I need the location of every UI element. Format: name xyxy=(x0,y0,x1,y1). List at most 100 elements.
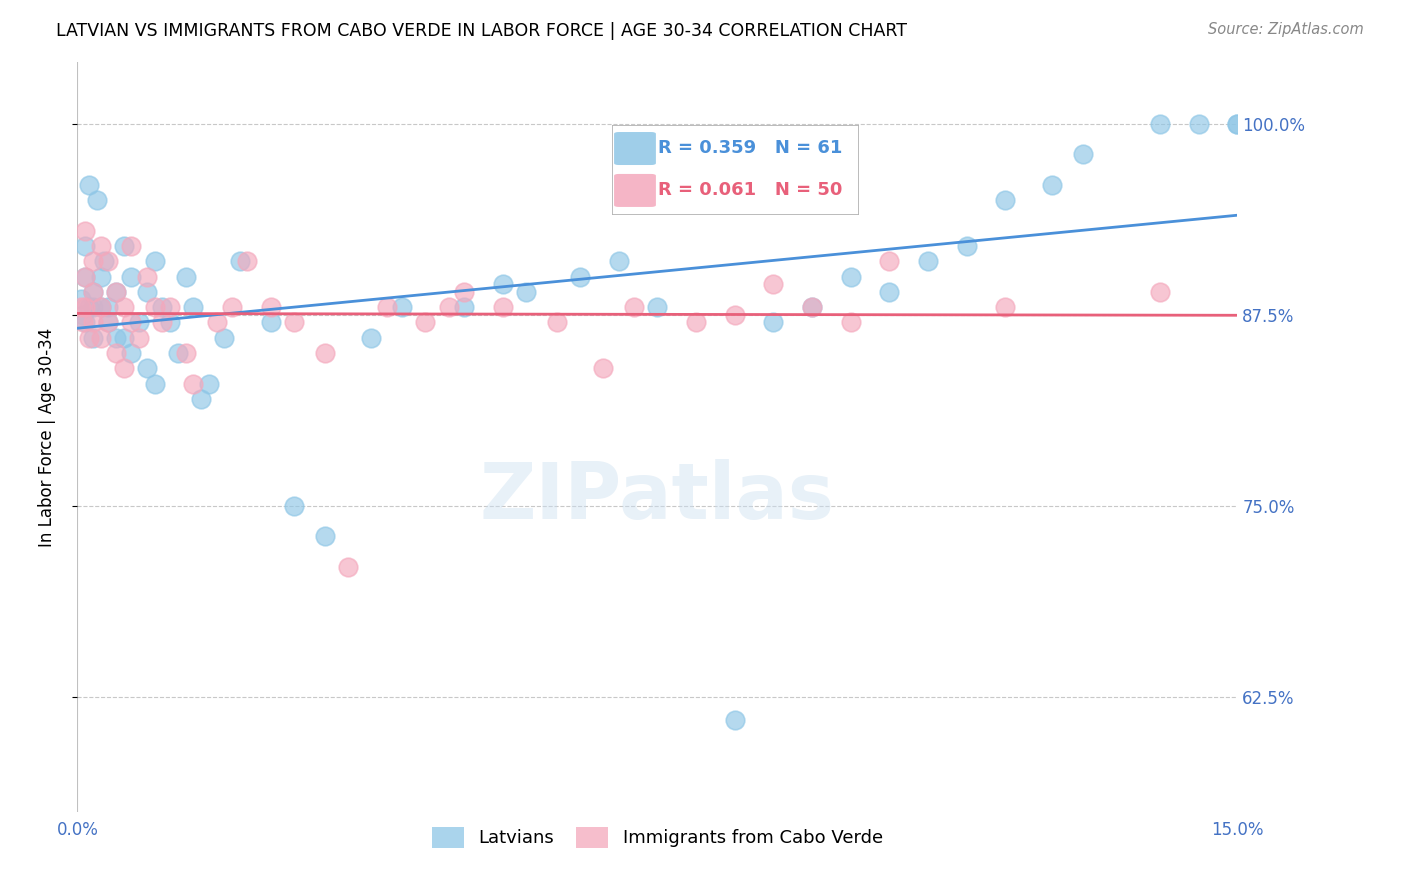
Point xyxy=(121,269,143,284)
Point xyxy=(112,361,135,376)
Point xyxy=(623,300,645,314)
Point xyxy=(159,300,181,314)
Point xyxy=(877,254,901,268)
Point xyxy=(75,224,96,238)
Point xyxy=(453,300,475,314)
Point xyxy=(994,300,1017,314)
Point xyxy=(1226,117,1249,131)
Point xyxy=(685,315,707,329)
Point xyxy=(607,254,630,268)
Point xyxy=(1187,117,1209,131)
Point xyxy=(1071,147,1094,161)
Point xyxy=(90,239,111,253)
Point xyxy=(205,315,228,329)
Point xyxy=(183,376,205,391)
Y-axis label: In Labor Force | Age 30-34: In Labor Force | Age 30-34 xyxy=(38,327,56,547)
FancyBboxPatch shape xyxy=(614,174,655,207)
Point xyxy=(801,300,824,314)
Point xyxy=(136,269,159,284)
Text: LATVIAN VS IMMIGRANTS FROM CABO VERDE IN LABOR FORCE | AGE 30-34 CORRELATION CHA: LATVIAN VS IMMIGRANTS FROM CABO VERDE IN… xyxy=(56,22,907,40)
Point xyxy=(82,331,104,345)
Point xyxy=(360,331,382,345)
Point xyxy=(75,315,96,329)
Point xyxy=(72,308,94,322)
Point xyxy=(724,308,747,322)
Point xyxy=(260,315,283,329)
Point xyxy=(143,376,166,391)
Point xyxy=(112,300,135,314)
Point xyxy=(762,277,785,292)
Point xyxy=(97,300,120,314)
Text: R = 0.061   N = 50: R = 0.061 N = 50 xyxy=(658,181,842,199)
Point xyxy=(112,239,135,253)
Point xyxy=(283,499,305,513)
Point xyxy=(152,300,174,314)
Point xyxy=(839,315,862,329)
Point xyxy=(82,285,104,299)
Point xyxy=(1226,117,1249,131)
Point xyxy=(569,269,592,284)
Point xyxy=(82,315,104,329)
Point xyxy=(105,285,127,299)
Point xyxy=(75,269,96,284)
Point xyxy=(121,239,143,253)
Point xyxy=(82,254,104,268)
Point xyxy=(136,361,159,376)
Point xyxy=(75,239,96,253)
Point xyxy=(546,315,568,329)
Point xyxy=(877,285,901,299)
Point xyxy=(413,315,436,329)
Point xyxy=(105,331,127,345)
Point xyxy=(174,346,197,360)
Point xyxy=(90,331,111,345)
Point xyxy=(956,239,979,253)
Point xyxy=(97,254,120,268)
Point xyxy=(86,193,108,207)
Point xyxy=(75,269,96,284)
FancyBboxPatch shape xyxy=(614,132,655,165)
Point xyxy=(121,346,143,360)
Text: ZIPatlas: ZIPatlas xyxy=(479,459,835,535)
Point xyxy=(197,376,219,391)
Point xyxy=(1149,117,1171,131)
Point xyxy=(492,300,515,314)
Point xyxy=(152,315,174,329)
Point xyxy=(190,392,212,406)
Point xyxy=(592,361,614,376)
Point xyxy=(90,300,111,314)
Point xyxy=(839,269,862,284)
Point xyxy=(337,560,360,574)
Point xyxy=(214,331,236,345)
Point xyxy=(82,300,104,314)
Point xyxy=(917,254,939,268)
Point xyxy=(72,315,94,329)
Point xyxy=(314,346,336,360)
Text: Source: ZipAtlas.com: Source: ZipAtlas.com xyxy=(1208,22,1364,37)
Point xyxy=(437,300,460,314)
Point xyxy=(77,178,100,192)
Point xyxy=(82,285,104,299)
Point xyxy=(90,269,111,284)
Point xyxy=(221,300,243,314)
Point xyxy=(97,315,120,329)
Point xyxy=(75,300,96,314)
Point xyxy=(143,300,166,314)
Point xyxy=(228,254,252,268)
Point xyxy=(994,193,1017,207)
Point xyxy=(1040,178,1063,192)
Point xyxy=(97,315,120,329)
Point xyxy=(70,293,93,307)
Point xyxy=(159,315,181,329)
Point xyxy=(492,277,515,292)
Point xyxy=(801,300,824,314)
Point xyxy=(128,315,150,329)
Point xyxy=(183,300,205,314)
Point xyxy=(70,300,93,314)
Point xyxy=(391,300,413,314)
Point xyxy=(105,285,127,299)
Point xyxy=(90,300,111,314)
Point xyxy=(647,300,669,314)
Point xyxy=(93,254,115,268)
Point xyxy=(515,285,537,299)
Point xyxy=(1149,285,1171,299)
